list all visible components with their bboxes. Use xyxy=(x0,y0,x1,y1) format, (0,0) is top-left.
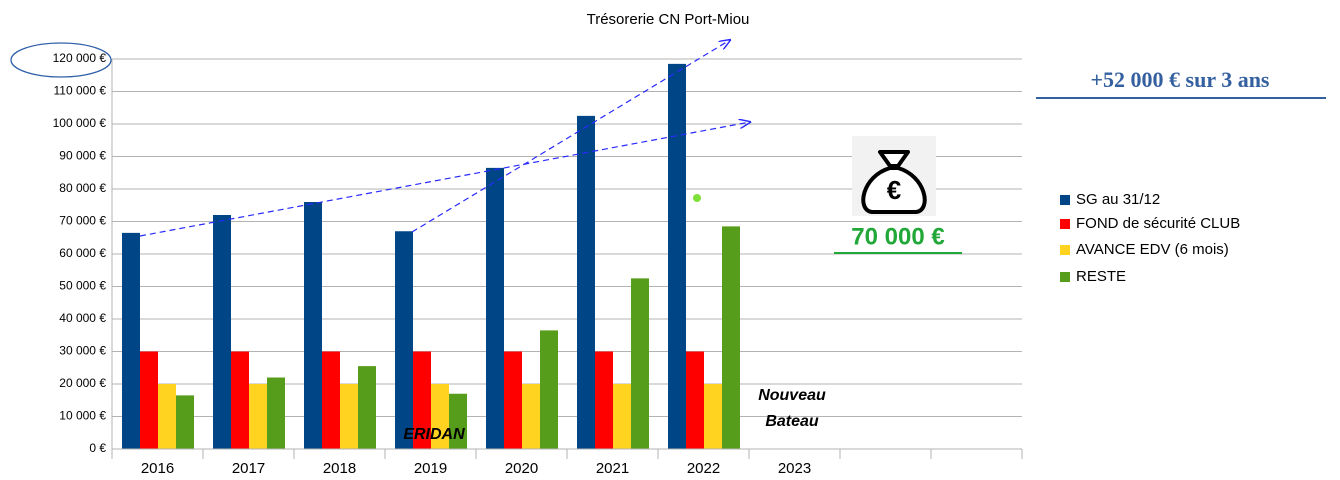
legend-swatch xyxy=(1060,219,1070,229)
bar xyxy=(395,231,413,449)
y-tick-label: 120 000 € xyxy=(53,51,107,65)
dot xyxy=(693,194,701,202)
x-tick-label: 2022 xyxy=(687,460,720,477)
bar xyxy=(722,226,740,449)
y-tick-label: 50 000 € xyxy=(59,279,106,293)
trend-arrow xyxy=(139,122,750,237)
bar xyxy=(631,278,649,449)
x-tick-label: 2023 xyxy=(778,460,811,477)
x-tick-label: 2020 xyxy=(505,460,538,477)
legend-label: FOND de sécurité CLUB xyxy=(1076,215,1240,232)
bar xyxy=(176,395,194,449)
bar xyxy=(704,384,722,449)
bar xyxy=(304,202,322,449)
bar xyxy=(449,393,467,449)
bar xyxy=(504,351,522,449)
legend-label: SG au 31/12 xyxy=(1076,191,1160,208)
bar xyxy=(213,215,231,449)
growth-annotation: +52 000 € sur 3 ans xyxy=(1091,67,1270,92)
bar xyxy=(540,330,558,449)
bar xyxy=(668,63,686,449)
y-tick-label: 110 000 € xyxy=(54,84,107,98)
x-tick-label: 2016 xyxy=(141,460,174,477)
legend: SG au 31/12 FOND de sécurité CLUB AVANCE E… xyxy=(1060,191,1240,285)
bar xyxy=(231,351,249,449)
x-tick-label: 2018 xyxy=(323,460,356,477)
x-tick-label: 2017 xyxy=(232,460,265,477)
legend-swatch xyxy=(1060,245,1070,255)
bar xyxy=(358,366,376,449)
y-tick-label: 70 000 € xyxy=(59,214,106,228)
legend-label: RESTE xyxy=(1076,268,1126,285)
bar xyxy=(122,232,140,449)
bar xyxy=(431,384,449,449)
money-bag-icon: € xyxy=(852,136,936,216)
y-tick-label: 20 000 € xyxy=(59,376,106,390)
trend-arrow xyxy=(411,40,730,233)
x-tick-label: 2019 xyxy=(414,460,447,477)
bar xyxy=(140,351,158,449)
bar xyxy=(413,351,431,449)
y-tick-label: 80 000 € xyxy=(59,181,106,195)
legend-swatch xyxy=(1060,272,1070,282)
legend-label: AVANCE EDV (6 mois) xyxy=(1076,241,1229,258)
legend-swatch xyxy=(1060,195,1070,205)
eridan-annotation: ERIDAN xyxy=(403,426,465,443)
y-tick-label: 90 000 € xyxy=(59,149,106,163)
bar xyxy=(486,167,504,449)
y-tick-label: 100 000 € xyxy=(53,116,107,130)
y-tick-label: 0 € xyxy=(89,441,106,455)
plot-area: 0 € 10 000 € 20 000 € 30 000 € 40 000 € 50 00… xyxy=(53,51,1023,477)
y-tick-label: 40 000 € xyxy=(59,311,106,325)
y-tick-label: 30 000 € xyxy=(59,344,106,358)
bar xyxy=(595,351,613,449)
bar xyxy=(522,384,540,449)
y-tick-label: 10 000 € xyxy=(59,409,106,423)
svg-text:€: € xyxy=(887,175,901,205)
bar xyxy=(249,384,267,449)
bar xyxy=(340,384,358,449)
highlight-circle xyxy=(10,42,112,78)
bar xyxy=(577,115,595,449)
bar xyxy=(686,351,704,449)
bar xyxy=(158,384,176,449)
bar xyxy=(613,384,631,449)
bar xyxy=(267,377,285,449)
x-tick-label: 2021 xyxy=(596,460,629,477)
bar xyxy=(322,351,340,449)
new-boat-annotation: Bateau xyxy=(765,413,819,430)
new-boat-annotation: Nouveau xyxy=(758,387,826,404)
chart-title: Trésorerie CN Port-Miou xyxy=(587,11,750,28)
y-tick-label: 60 000 € xyxy=(59,246,106,260)
amount-annotation: 70 000 € xyxy=(851,223,944,250)
